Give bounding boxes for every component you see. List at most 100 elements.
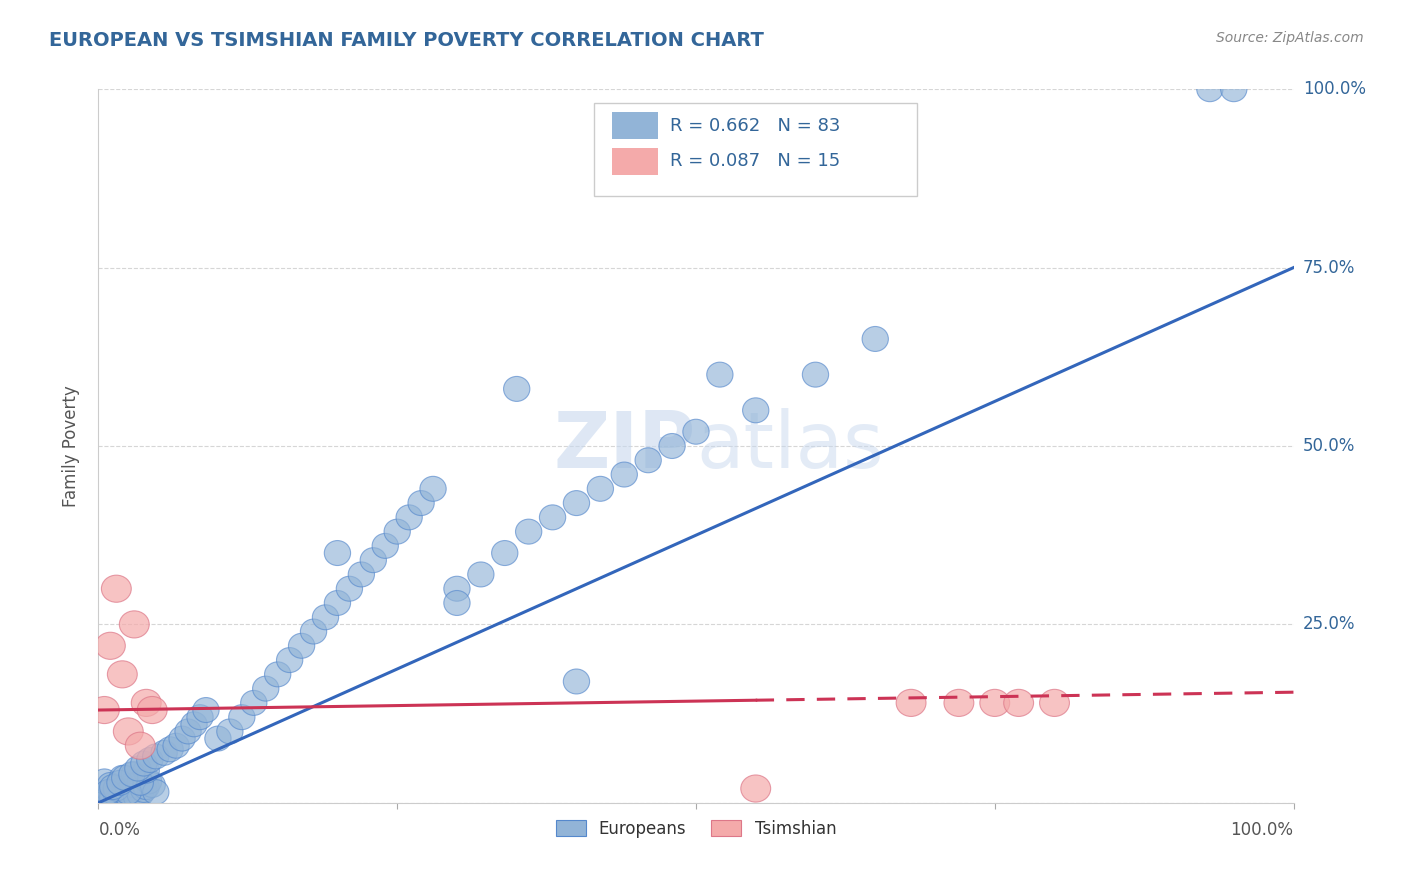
Ellipse shape: [408, 491, 434, 516]
Ellipse shape: [564, 491, 589, 516]
Ellipse shape: [103, 776, 129, 801]
Ellipse shape: [111, 780, 138, 805]
Ellipse shape: [312, 605, 339, 630]
Ellipse shape: [142, 744, 169, 769]
Ellipse shape: [136, 747, 163, 772]
Y-axis label: Family Poverty: Family Poverty: [62, 385, 80, 507]
Ellipse shape: [516, 519, 541, 544]
Ellipse shape: [107, 661, 138, 688]
Ellipse shape: [96, 632, 125, 659]
Ellipse shape: [187, 705, 214, 730]
Ellipse shape: [1004, 690, 1033, 716]
Ellipse shape: [1039, 690, 1070, 716]
Ellipse shape: [127, 771, 153, 796]
Ellipse shape: [174, 719, 201, 744]
Ellipse shape: [349, 562, 374, 587]
Ellipse shape: [741, 775, 770, 802]
Ellipse shape: [707, 362, 733, 387]
Ellipse shape: [134, 758, 159, 783]
Ellipse shape: [683, 419, 709, 444]
Ellipse shape: [540, 505, 565, 530]
Text: 50.0%: 50.0%: [1303, 437, 1355, 455]
Ellipse shape: [134, 774, 159, 799]
Ellipse shape: [325, 541, 350, 566]
Ellipse shape: [229, 705, 254, 730]
Ellipse shape: [150, 740, 177, 765]
Ellipse shape: [588, 476, 613, 501]
Ellipse shape: [169, 726, 195, 751]
Ellipse shape: [125, 756, 150, 781]
Ellipse shape: [943, 690, 974, 716]
Ellipse shape: [301, 619, 326, 644]
Ellipse shape: [803, 362, 828, 387]
Ellipse shape: [157, 737, 183, 762]
Legend: Europeans, Tsimshian: Europeans, Tsimshian: [548, 814, 844, 845]
Ellipse shape: [862, 326, 889, 351]
Ellipse shape: [896, 690, 927, 716]
Ellipse shape: [325, 591, 350, 615]
Ellipse shape: [121, 762, 148, 787]
Ellipse shape: [492, 541, 517, 566]
Ellipse shape: [120, 611, 149, 638]
FancyBboxPatch shape: [613, 112, 658, 139]
Text: 0.0%: 0.0%: [98, 821, 141, 838]
Ellipse shape: [253, 676, 278, 701]
Ellipse shape: [468, 562, 494, 587]
Ellipse shape: [444, 576, 470, 601]
Ellipse shape: [444, 591, 470, 615]
Ellipse shape: [94, 783, 121, 808]
Ellipse shape: [420, 476, 446, 501]
Ellipse shape: [288, 633, 315, 658]
Ellipse shape: [360, 548, 387, 573]
Text: R = 0.087   N = 15: R = 0.087 N = 15: [669, 153, 839, 170]
Ellipse shape: [138, 697, 167, 723]
Text: R = 0.662   N = 83: R = 0.662 N = 83: [669, 117, 839, 135]
Ellipse shape: [564, 669, 589, 694]
Ellipse shape: [97, 780, 124, 805]
Ellipse shape: [94, 780, 121, 805]
Ellipse shape: [131, 751, 157, 776]
Ellipse shape: [91, 787, 118, 812]
Ellipse shape: [277, 648, 302, 673]
Ellipse shape: [163, 733, 190, 758]
Text: 100.0%: 100.0%: [1230, 821, 1294, 838]
Ellipse shape: [1197, 77, 1223, 102]
Ellipse shape: [142, 780, 169, 805]
Ellipse shape: [118, 762, 145, 787]
Ellipse shape: [135, 769, 162, 794]
Ellipse shape: [373, 533, 398, 558]
Text: atlas: atlas: [696, 408, 883, 484]
Ellipse shape: [636, 448, 661, 473]
Ellipse shape: [91, 769, 118, 794]
Text: 75.0%: 75.0%: [1303, 259, 1355, 277]
Ellipse shape: [110, 776, 135, 801]
Ellipse shape: [181, 712, 207, 737]
Ellipse shape: [336, 576, 363, 601]
Ellipse shape: [115, 780, 142, 805]
Ellipse shape: [139, 772, 166, 797]
Ellipse shape: [264, 662, 291, 687]
Ellipse shape: [115, 783, 142, 808]
Ellipse shape: [217, 719, 243, 744]
Ellipse shape: [90, 697, 120, 723]
Text: 25.0%: 25.0%: [1303, 615, 1355, 633]
FancyBboxPatch shape: [595, 103, 917, 196]
Ellipse shape: [205, 726, 231, 751]
Ellipse shape: [111, 765, 138, 790]
Ellipse shape: [127, 781, 153, 806]
Ellipse shape: [193, 698, 219, 723]
Ellipse shape: [131, 778, 157, 803]
Ellipse shape: [125, 732, 155, 759]
Ellipse shape: [124, 785, 150, 810]
Ellipse shape: [107, 778, 134, 803]
Ellipse shape: [107, 771, 134, 796]
Ellipse shape: [1220, 77, 1247, 102]
Text: ZIP: ZIP: [554, 408, 696, 484]
Text: Source: ZipAtlas.com: Source: ZipAtlas.com: [1216, 31, 1364, 45]
Ellipse shape: [100, 774, 127, 799]
Ellipse shape: [503, 376, 530, 401]
Ellipse shape: [131, 690, 162, 716]
Ellipse shape: [396, 505, 422, 530]
Ellipse shape: [118, 772, 145, 797]
Ellipse shape: [97, 772, 124, 797]
